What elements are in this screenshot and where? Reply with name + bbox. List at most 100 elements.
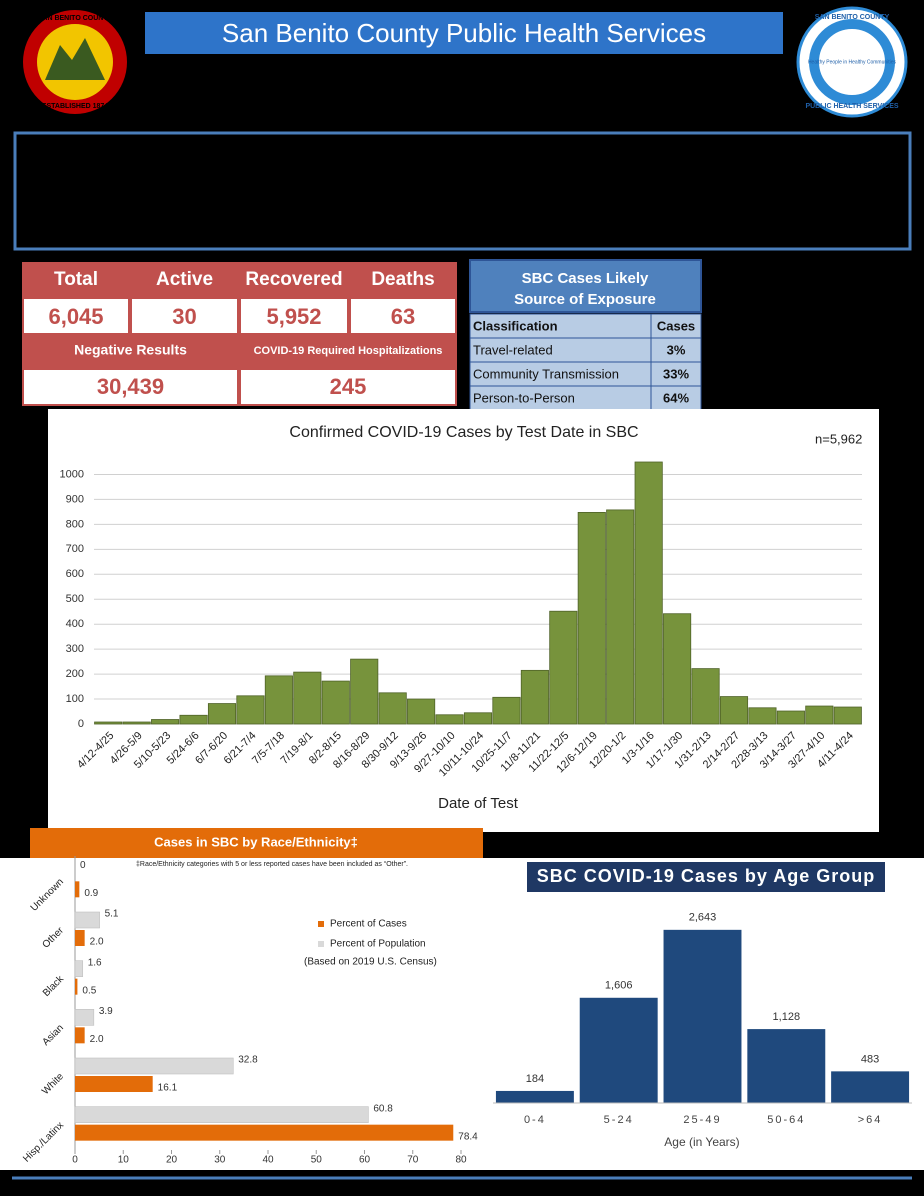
value-label: 0 (80, 860, 86, 871)
bar (831, 1071, 910, 1103)
bar (747, 1029, 826, 1103)
x-tick-label: 50 (311, 1155, 323, 1166)
bar (407, 698, 436, 725)
x-tick-label: 30 (214, 1155, 226, 1166)
logo-text: SAN BENITO COUNTY (38, 15, 113, 22)
logo-band (809, 19, 895, 105)
x-tick-label: 0-4 (524, 1114, 546, 1126)
bar (691, 668, 720, 725)
bar (207, 703, 237, 725)
bar (378, 692, 407, 725)
stat-cell (239, 368, 457, 406)
bar (74, 1009, 95, 1026)
stat-cell (22, 297, 130, 335)
y-tick-label: 1000 (60, 468, 84, 480)
value-label: 0.9 (84, 888, 98, 899)
bar (74, 1106, 369, 1123)
exposure-text: Travel-related (473, 342, 553, 357)
bar (577, 512, 606, 725)
bar (94, 721, 123, 725)
logo-text: SAN BENITO COUNTY (815, 14, 890, 21)
value-label: 2.0 (90, 937, 104, 948)
value-label: 0.5 (82, 985, 96, 996)
y-tick-label: 400 (66, 618, 84, 630)
stat-label: Recovered (245, 269, 342, 290)
page-title: San Benito County Public Health Services (222, 18, 706, 48)
exposure-text: 64% (663, 390, 689, 405)
x-tick-label: 10 (118, 1155, 130, 1166)
y-tick-label: 700 (66, 543, 84, 555)
y-tick-label: 800 (66, 518, 84, 530)
bar (579, 997, 658, 1103)
x-tick-label: 0 (72, 1155, 78, 1166)
exposure-text: Community Transmission (473, 366, 619, 381)
chart-panel (0, 858, 483, 1170)
value-label: 32.8 (238, 1055, 258, 1066)
exposure-cell (650, 361, 702, 387)
stat-label: Negative Results (74, 342, 187, 358)
chart-panel (48, 409, 879, 832)
chart-title: Confirmed COVID-19 Cases by Test Date in… (289, 424, 638, 441)
x-axis-title: Date of Test (438, 795, 519, 812)
chart-title: SBC COVID-19 Cases by Age Group (537, 866, 875, 886)
exposure-cell (469, 385, 652, 411)
bar (179, 714, 208, 725)
bar (236, 695, 265, 725)
x-tick-label: >64 (858, 1114, 883, 1126)
bar (74, 1057, 234, 1075)
y-tick-label: 300 (66, 643, 84, 655)
bar (75, 881, 80, 898)
exposure-cell (469, 361, 652, 387)
logo-text: ESTABLISHED 1874 (42, 103, 108, 110)
exposure-title: SBC Cases Likely (522, 270, 649, 287)
value-label: 1,606 (605, 980, 633, 992)
bar (74, 911, 100, 929)
stat-value: 63 (391, 304, 415, 329)
legend-label: Percent of Cases (330, 919, 407, 930)
stat-cell (239, 297, 349, 335)
exposure-cell (650, 385, 702, 411)
bar (492, 696, 521, 725)
x-tick-label: 60 (359, 1155, 371, 1166)
bar (748, 707, 777, 725)
bar (776, 710, 805, 725)
exposure-text: Classification (473, 318, 558, 333)
bar (264, 675, 293, 725)
x-tick-label: 25-49 (683, 1114, 721, 1126)
bar (75, 1076, 153, 1092)
bar (463, 712, 493, 725)
value-label: 16.1 (158, 1083, 178, 1094)
x-tick-label: 5-24 (604, 1114, 634, 1126)
bar (719, 696, 749, 725)
stat-label: Deaths (371, 269, 434, 290)
bar (435, 714, 464, 725)
value-label: 1,128 (773, 1011, 801, 1023)
bar (833, 706, 862, 725)
stat-cell (22, 368, 239, 406)
stat-cell (130, 297, 239, 335)
stat-value: 30 (172, 304, 196, 329)
bar (520, 669, 549, 725)
y-tick-label: 600 (66, 568, 84, 580)
exposure-cell (650, 337, 702, 363)
chart-title: Cases in SBC by Race/Ethnicity‡ (154, 834, 358, 849)
bar (122, 721, 151, 725)
stats-header (22, 262, 457, 297)
title-bar (30, 828, 483, 858)
value-label: 2.0 (90, 1034, 104, 1045)
stat-label: COVID-19 Required Hospitalizations (254, 345, 443, 357)
value-label: 1.6 (88, 957, 102, 968)
bar (495, 1090, 574, 1103)
y-tick-label: 100 (66, 693, 84, 705)
value-label: 483 (861, 1053, 879, 1065)
exposure-title: Source of Exposure (514, 291, 656, 308)
bar (350, 658, 379, 725)
exposure-text: 33% (663, 366, 689, 381)
bar (549, 610, 578, 725)
legend-label: Percent of Population (330, 939, 426, 950)
left-logo: SAN BENITO COUNTY ESTABLISHED 1874 (23, 10, 127, 114)
value-label: 3.9 (99, 1006, 113, 1017)
bar (805, 705, 834, 725)
value-label: 2,643 (689, 912, 717, 924)
value-label: 60.8 (373, 1103, 393, 1114)
